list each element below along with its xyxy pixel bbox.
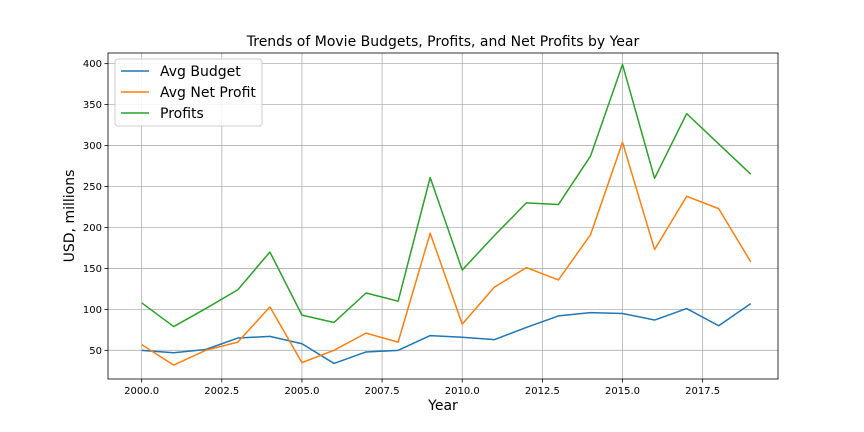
legend-label-avg-net-profit: Avg Net Profit [160, 85, 256, 101]
x-tick-label: 2005.0 [284, 386, 319, 397]
y-tick-label: 300 [83, 141, 102, 152]
y-tick-label: 50 [89, 346, 102, 357]
legend-box [114, 58, 263, 127]
y-axis: 50 100 150 200 250 300 350 400 [83, 59, 108, 357]
y-tick-label: 200 [83, 223, 102, 234]
y-tick-label: 150 [83, 264, 102, 275]
y-tick-label: 250 [83, 182, 102, 193]
series-line-avg-budget [141, 303, 752, 365]
y-tick-label: 100 [83, 305, 102, 316]
x-tick-label: 2010.0 [445, 386, 480, 397]
x-tick-label: 2000.0 [124, 386, 159, 397]
y-axis-label: USD, millions [62, 170, 78, 263]
y-tick-label: 400 [83, 59, 102, 70]
series-line-profits [141, 63, 752, 328]
grid [108, 53, 778, 379]
plot-frame [107, 52, 779, 380]
legend-label-avg-budget: Avg Budget [160, 64, 241, 80]
x-axis: 2000.0 2002.5 2005.0 2007.5 2010.0 2012.5 2015… [124, 379, 720, 397]
chart-title: Trends of Movie Budgets, Profits, and Ne… [246, 34, 640, 50]
legend: Avg Budget Avg Net Profit Profits [114, 58, 263, 127]
series-line-avg-net-profit [141, 141, 752, 366]
x-axis-label: Year [427, 398, 458, 414]
x-tick-label: 2017.5 [685, 386, 720, 397]
series-layer [141, 63, 752, 366]
x-tick-label: 2002.5 [204, 386, 239, 397]
x-tick-label: 2015.0 [605, 386, 640, 397]
x-tick-label: 2007.5 [365, 386, 400, 397]
y-tick-label: 350 [83, 100, 102, 111]
x-tick-label: 2012.5 [525, 386, 560, 397]
legend-label-profits: Profits [160, 106, 204, 122]
